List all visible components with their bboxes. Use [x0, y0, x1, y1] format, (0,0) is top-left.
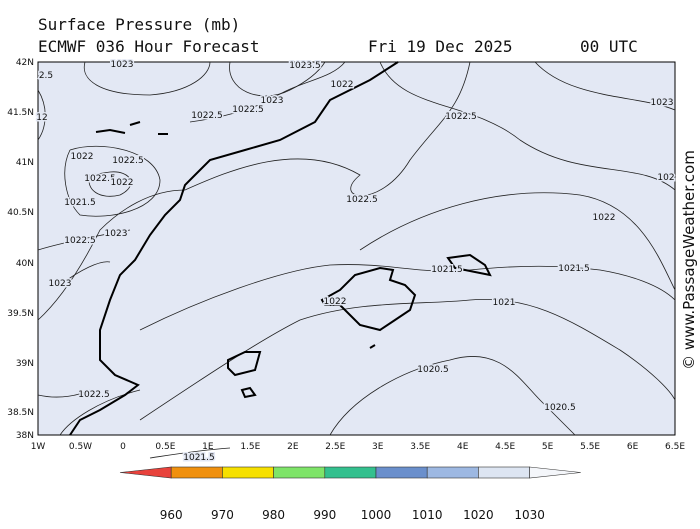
legend-arrow-high	[529, 466, 581, 479]
lon-label: 6.5E	[665, 442, 685, 452]
contour-label: 1022.5	[232, 105, 264, 115]
lat-label: 40.5N	[7, 208, 34, 218]
contour-label: 1022.5	[64, 236, 96, 246]
legend-label: 960	[160, 508, 183, 522]
lon-label: 6E	[627, 442, 639, 452]
contour-label: 1023	[111, 60, 134, 70]
contour-label: 1022.5	[445, 112, 477, 122]
legend-label: 1010	[412, 508, 443, 522]
lon-label: 3.5E	[410, 442, 430, 452]
legend-swatch	[170, 466, 223, 479]
contour-label: 1021.5	[64, 198, 96, 208]
contour-label: 1020.5	[544, 403, 576, 413]
contours	[37, 61, 676, 459]
coastline	[69, 61, 492, 436]
watermark: © www.PassageWeather.com	[680, 150, 698, 370]
legend-label: 1020	[463, 508, 494, 522]
contour-label: 1023	[49, 279, 72, 289]
lat-label: 38.5N	[7, 408, 34, 418]
lon-label: 5E	[542, 442, 554, 452]
legend-swatch	[375, 466, 428, 479]
legend-swatch	[426, 466, 479, 479]
legend-label: 970	[211, 508, 234, 522]
lon-label: 5.5E	[580, 442, 600, 452]
contour-label: 102	[657, 173, 674, 183]
contour-label: 1022.5	[191, 111, 223, 121]
legend-swatch	[324, 466, 377, 479]
lon-label: 3E	[372, 442, 384, 452]
lat-label: 42N	[16, 58, 34, 68]
legend-swatch	[273, 466, 326, 479]
lon-label: 4.5E	[495, 442, 515, 452]
lon-label: 0.5W	[69, 442, 92, 452]
contour-label: 1022.5	[112, 156, 144, 166]
contour-label: 1021.5	[431, 265, 463, 275]
lon-label: 0	[120, 442, 126, 452]
contour-label: 1022	[324, 297, 347, 307]
lon-label: 2.5E	[325, 442, 345, 452]
legend-label: 980	[262, 508, 285, 522]
model: ECMWF 036 Hour Forecast	[38, 37, 260, 56]
legend-label: 1000	[361, 508, 392, 522]
contour-label: 1022	[111, 178, 134, 188]
contour-label: 1022	[331, 80, 354, 90]
title: Surface Pressure (mb)	[38, 15, 240, 34]
contour-label: 1021	[493, 298, 516, 308]
lon-label: 0.5E	[155, 442, 175, 452]
lon-label: 1.5E	[240, 442, 260, 452]
map-area	[37, 61, 676, 436]
contour-label: 1023	[105, 229, 128, 239]
lat-label: 40N	[16, 259, 34, 269]
contour-label: 1022	[593, 213, 616, 223]
legend-label: 990	[313, 508, 336, 522]
time: 00 UTC	[580, 37, 638, 56]
contour-label: 2.5	[39, 71, 53, 81]
contour-label: 1021.5	[558, 264, 590, 274]
lon-label: 2E	[287, 442, 299, 452]
contour-label: 1022.5	[346, 195, 378, 205]
contour-label: 1023	[651, 98, 674, 108]
lat-label: 39N	[16, 359, 34, 369]
lat-label: 39.5N	[7, 309, 34, 319]
contour-label: 1020.5	[417, 365, 449, 375]
contour-label: 1023	[261, 96, 284, 106]
contour-label: 1022	[71, 152, 94, 162]
date: Fri 19 Dec 2025	[368, 37, 513, 56]
lat-label: 41N	[16, 158, 34, 168]
contour-label: 1022.5	[78, 390, 110, 400]
lon-label: 1W	[31, 442, 46, 452]
contour-label: 1023.5	[289, 61, 321, 71]
legend-swatch	[478, 466, 530, 479]
lon-label: 1E	[202, 442, 214, 452]
contour-label: 1021.5	[183, 453, 215, 463]
lon-label: 4E	[457, 442, 469, 452]
lat-label: 41.5N	[7, 108, 34, 118]
lat-label: 38N	[16, 431, 34, 441]
contour-label: 12	[36, 113, 47, 123]
legend-label: 1030	[514, 508, 545, 522]
legend-arrow-low	[119, 466, 172, 479]
contour-label: 1022.5	[84, 174, 116, 184]
legend-swatch	[222, 466, 274, 479]
